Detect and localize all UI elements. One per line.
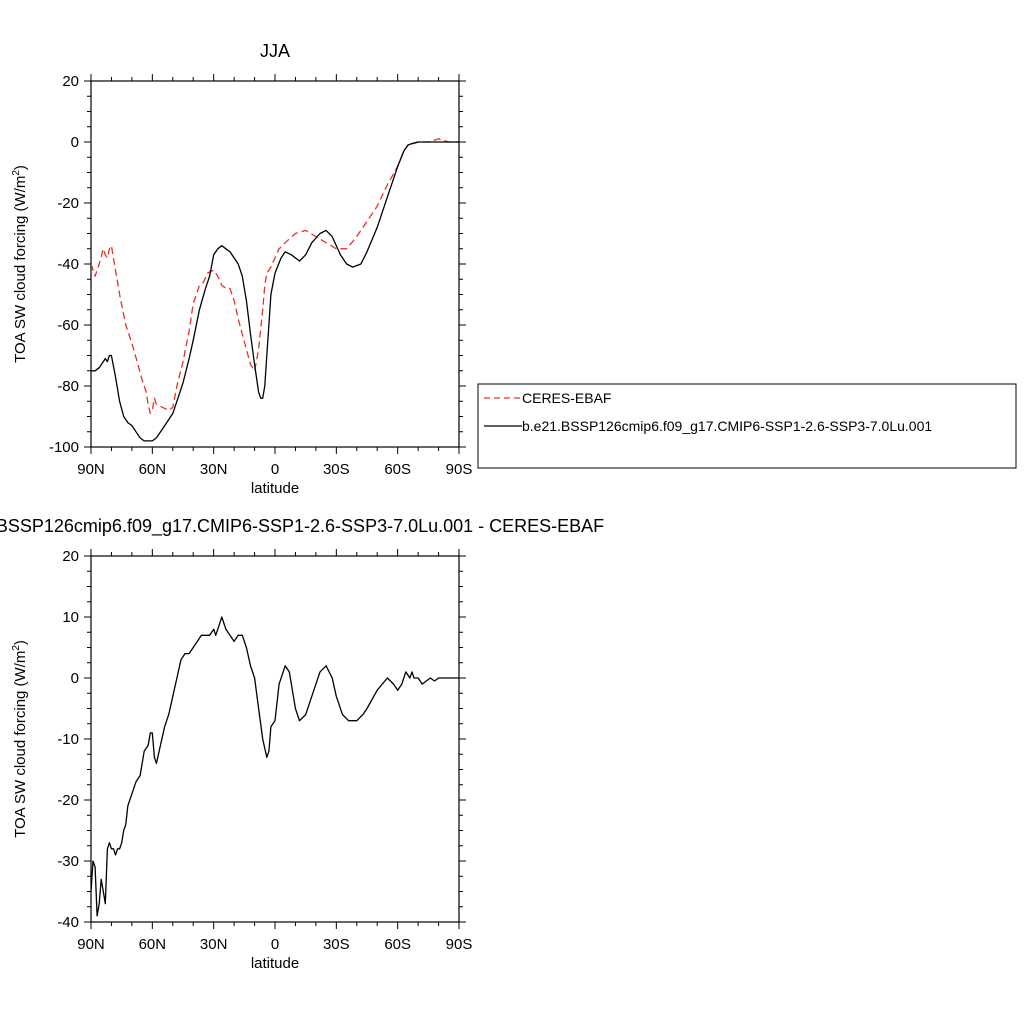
y-tick-label: -40 bbox=[57, 256, 79, 273]
chart-title: JJA bbox=[260, 41, 290, 61]
legend-box bbox=[477, 383, 1017, 469]
y-tick-label: 10 bbox=[62, 609, 79, 626]
x-tick-label: 90N bbox=[77, 936, 105, 953]
y-tick-label: -30 bbox=[57, 853, 79, 870]
y-tick-label: -20 bbox=[57, 195, 79, 212]
y-tick-label: 20 bbox=[62, 548, 79, 565]
y-tick-label: -20 bbox=[57, 792, 79, 809]
y-tick-label: -40 bbox=[57, 914, 79, 931]
y-tick-label: 0 bbox=[71, 670, 79, 687]
legend-entry-label: b.e21.BSSP126cmip6.f09_g17.CMIP6-SSP1-2.… bbox=[522, 418, 932, 434]
x-tick-label: 60N bbox=[139, 936, 167, 953]
x-axis-label: latitude bbox=[251, 480, 299, 497]
legend-entry-label: CERES-EBAF bbox=[522, 390, 611, 406]
x-tick-label: 30S bbox=[323, 461, 350, 478]
y-axis-label: TOA SW cloud forcing (W/m2) bbox=[11, 640, 29, 838]
y-tick-label: 0 bbox=[71, 134, 79, 151]
top-panel: JJA 90N 60N 30N 0 30S 60S 90S -100 -80 -60 -40 -20 0 2… bbox=[11, 41, 472, 497]
series-line-ceres-ebaf bbox=[91, 138, 459, 415]
series-line-difference bbox=[91, 616, 459, 917]
chart-title: b.e21.BSSP126cmip6.f09_g17.CMIP6-SSP1-2.… bbox=[0, 516, 604, 537]
y-tick-label: -100 bbox=[49, 439, 79, 456]
y-tick-label: -80 bbox=[57, 378, 79, 395]
x-tick-label: 90N bbox=[77, 461, 105, 478]
x-tick-label: 30N bbox=[200, 461, 228, 478]
series-line-b-e21-bssp126cmip6-f bbox=[91, 141, 459, 442]
legend: CERES-EBAF b.e21.BSSP126cmip6.f09_g17.CMI… bbox=[477, 383, 1017, 469]
y-tick-label: -10 bbox=[57, 731, 79, 748]
x-tick-label: 90S bbox=[446, 936, 473, 953]
bottom-panel: b.e21.BSSP126cmip6.f09_g17.CMIP6-SSP1-2.… bbox=[0, 516, 604, 972]
y-axis-label: TOA SW cloud forcing (W/m2) bbox=[11, 165, 29, 363]
x-tick-label: 30S bbox=[323, 936, 350, 953]
x-tick-label: 30N bbox=[200, 936, 228, 953]
x-tick-label: 0 bbox=[271, 461, 279, 478]
plot-frame bbox=[90, 555, 460, 923]
x-axis-label: latitude bbox=[251, 955, 299, 972]
y-tick-label: 20 bbox=[62, 73, 79, 90]
y-tick-label: -60 bbox=[57, 317, 79, 334]
x-tick-label: 60N bbox=[139, 461, 167, 478]
x-tick-label: 0 bbox=[271, 936, 279, 953]
x-tick-label: 60S bbox=[384, 461, 411, 478]
x-tick-label: 90S bbox=[446, 461, 473, 478]
x-tick-label: 60S bbox=[384, 936, 411, 953]
